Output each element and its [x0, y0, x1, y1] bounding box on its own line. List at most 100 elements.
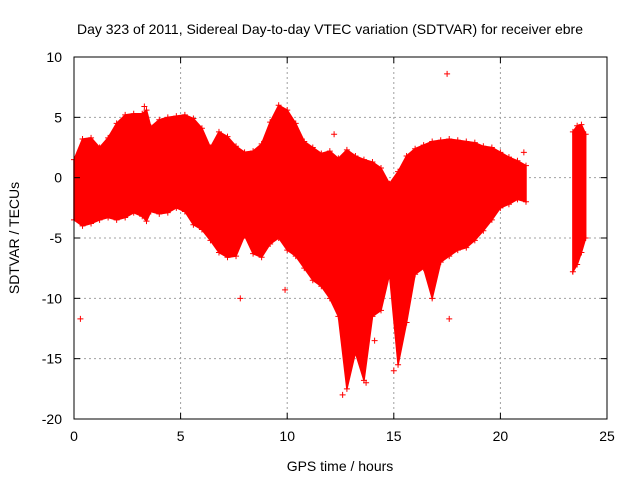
data-point [343, 146, 350, 153]
data-point [514, 157, 521, 164]
data-point [173, 204, 180, 211]
chart-title: Day 323 of 2011, Sidereal Day-to-day VTE… [77, 21, 583, 37]
data-point [335, 155, 342, 162]
data-point [446, 253, 453, 260]
outlier-point [520, 149, 527, 156]
x-tick-label: 5 [177, 428, 185, 444]
data-point [437, 137, 444, 144]
data-point [412, 271, 419, 278]
data-point [522, 162, 529, 169]
data-point [488, 216, 495, 223]
data-point [88, 220, 95, 227]
data-point [378, 165, 385, 172]
data-point [143, 107, 150, 114]
data-point [250, 250, 257, 257]
data-point [79, 222, 86, 229]
data-point [284, 247, 291, 254]
data-point [463, 138, 470, 145]
data-point [275, 102, 282, 109]
data-point [352, 152, 359, 159]
x-tick-label: 10 [279, 428, 295, 444]
data-band-main [73, 104, 527, 389]
y-tick-label: 0 [54, 170, 62, 186]
data-point [233, 253, 240, 260]
data-point [471, 139, 478, 146]
outlier-point [444, 70, 451, 77]
outlier-point [363, 379, 370, 386]
data-point [147, 208, 154, 215]
data-point [403, 152, 410, 159]
outlier-point [77, 315, 84, 322]
data-point [207, 144, 214, 151]
x-tick-label: 20 [493, 428, 509, 444]
data-point [79, 136, 86, 143]
data-point [395, 168, 402, 175]
data-point [147, 123, 154, 130]
data-point [139, 213, 146, 220]
data-point [437, 259, 444, 266]
x-tick-label: 25 [599, 428, 615, 444]
data-point [275, 235, 282, 241]
y-tick-label: -20 [42, 411, 62, 427]
data-point [292, 120, 299, 127]
data-point [352, 349, 359, 356]
data-point [113, 120, 120, 127]
data-point [250, 148, 257, 155]
data-point [335, 313, 342, 320]
data-point [139, 110, 146, 117]
data-point [267, 119, 274, 126]
data-point [505, 201, 512, 208]
data-point [386, 180, 393, 187]
x-axis-label: GPS time / hours [287, 458, 394, 474]
data-point [190, 115, 197, 122]
data-point [258, 254, 265, 261]
data-point [96, 144, 103, 151]
data-point [454, 137, 461, 144]
data-point [360, 156, 367, 163]
y-tick-label: -15 [42, 351, 62, 367]
data-point [267, 241, 274, 248]
data-point [258, 140, 265, 147]
data-point [181, 208, 188, 215]
data-point [198, 125, 205, 132]
outlier-point [237, 295, 244, 302]
data-point [113, 216, 120, 223]
data-point [122, 111, 129, 118]
data-point [420, 265, 427, 272]
data-point [122, 214, 129, 221]
data-point [578, 121, 585, 128]
data-point [343, 385, 350, 392]
data-point [480, 143, 487, 150]
data-point [480, 227, 487, 234]
data-point [582, 235, 589, 241]
data-point [569, 128, 576, 135]
y-tick-label: 10 [46, 49, 62, 65]
data-point [446, 136, 453, 143]
data-point [454, 247, 461, 254]
data-point [497, 204, 504, 211]
y-axis-label: SDTVAR / TECUs [6, 182, 22, 294]
data-point [569, 268, 576, 275]
data-point [309, 144, 316, 151]
data-band-late [572, 123, 587, 275]
data-point [378, 307, 385, 314]
outlier-point [446, 315, 453, 322]
outlier-point [390, 367, 397, 374]
outlier-point [282, 286, 289, 293]
outlier-point [331, 131, 338, 138]
data-point [215, 249, 222, 256]
data-point [105, 134, 112, 141]
data-point [301, 265, 308, 272]
data-point [173, 113, 180, 120]
data-point [514, 196, 521, 203]
data-point [88, 134, 95, 141]
data-point [403, 319, 410, 326]
data-point [130, 110, 137, 117]
data-point [412, 145, 419, 152]
data-point [471, 237, 478, 244]
data-point [369, 158, 376, 165]
data-point [284, 107, 291, 114]
data-point [326, 295, 333, 302]
data-point [224, 133, 231, 140]
